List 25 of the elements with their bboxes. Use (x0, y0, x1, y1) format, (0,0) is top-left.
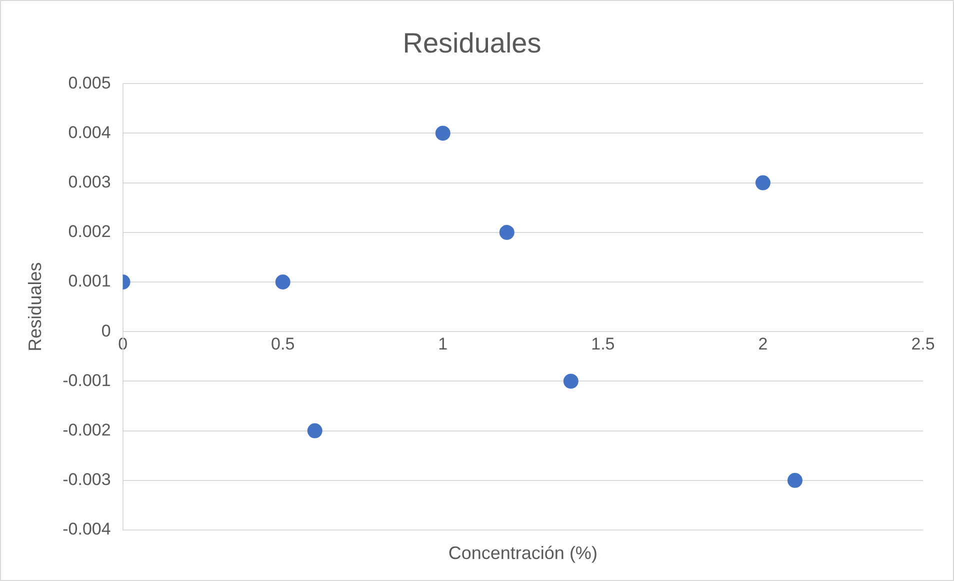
x-tick-label: 1.5 (591, 334, 615, 354)
point (435, 126, 450, 141)
y-tick-label: 0.004 (68, 122, 111, 142)
point (499, 224, 514, 240)
point (787, 472, 802, 488)
chart-title: Residuales (402, 28, 542, 59)
y-tick-label: 0.001 (68, 272, 111, 291)
y-tick-label: -0.003 (62, 470, 111, 490)
x-axis-title: Concentración (%) (448, 542, 598, 563)
x-tick-label: 1 (438, 334, 448, 354)
y-tick-label: 0.003 (68, 172, 111, 192)
point (563, 374, 578, 389)
y-axis-title: Residuales (24, 262, 45, 352)
y-tick-label: -0.004 (62, 520, 111, 539)
y-tick-label: -0.001 (62, 370, 111, 390)
y-tick-label: 0.005 (68, 73, 111, 92)
x-tick-label: 0.5 (271, 334, 295, 354)
point (307, 423, 322, 438)
point (275, 274, 290, 290)
x-tick-label: 2 (758, 334, 768, 354)
y-tick-label: 0 (101, 321, 111, 340)
x-tick-label: 2.5 (911, 334, 935, 354)
point (755, 175, 770, 190)
y-tick-label: 0.002 (68, 222, 111, 242)
y-tick-label: -0.002 (62, 420, 111, 440)
